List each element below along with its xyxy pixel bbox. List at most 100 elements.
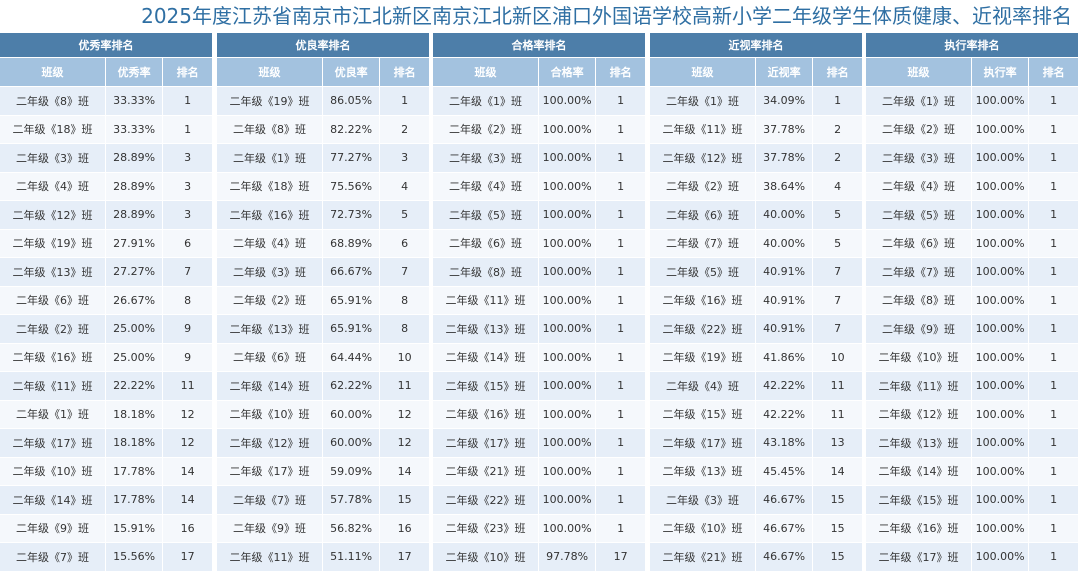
table-row: 二年级《8》班 100.00% 1 (433, 257, 645, 286)
cell-rate: 40.00% (756, 228, 814, 257)
cell-rank: 1 (596, 257, 645, 286)
table-row: 二年级《10》班 46.67% 15 (650, 513, 862, 542)
cell-rank: 15 (813, 485, 862, 514)
cell-rank: 11 (380, 371, 429, 400)
table-row: 二年级《14》班 100.00% 1 (433, 342, 645, 371)
cell-class: 二年级《14》班 (0, 485, 106, 514)
table-row: 二年级《19》班 86.05% 1 (217, 86, 429, 115)
table-row: 二年级《2》班 100.00% 1 (866, 114, 1078, 143)
cell-rate: 100.00% (972, 513, 1030, 542)
cell-class: 二年级《14》班 (433, 342, 539, 371)
cell-rank: 2 (813, 143, 862, 172)
table-row: 二年级《14》班 62.22% 11 (217, 371, 429, 400)
cell-class: 二年级《2》班 (217, 285, 323, 314)
cell-class: 二年级《15》班 (650, 399, 756, 428)
cell-rank: 1 (1029, 228, 1078, 257)
cell-rate: 100.00% (539, 456, 597, 485)
cell-rank: 5 (813, 200, 862, 229)
cell-rate: 65.91% (323, 314, 381, 343)
cell-rate: 100.00% (539, 342, 597, 371)
cell-class: 二年级《17》班 (866, 542, 972, 571)
cell-rate: 46.67% (756, 513, 814, 542)
cell-rate: 100.00% (972, 200, 1030, 229)
cell-rank: 2 (813, 114, 862, 143)
cell-class: 二年级《2》班 (433, 114, 539, 143)
cell-rate: 40.00% (756, 200, 814, 229)
column-header-class: 班级 (217, 58, 323, 86)
cell-rank: 1 (596, 342, 645, 371)
cell-rate: 100.00% (539, 228, 597, 257)
column-header-class: 班级 (433, 58, 539, 86)
page-title: 2025年度江苏省南京市江北新区南京江北新区浦口外国语学校高新小学二年级学生体质… (141, 4, 1072, 28)
cell-class: 二年级《12》班 (0, 200, 106, 229)
cell-rate: 43.18% (756, 428, 814, 457)
cell-rate: 100.00% (539, 171, 597, 200)
cell-rank: 10 (380, 342, 429, 371)
cell-rate: 37.78% (756, 114, 814, 143)
table-row: 二年级《11》班 22.22% 11 (0, 371, 212, 400)
cell-rate: 86.05% (323, 86, 381, 115)
table-row: 二年级《12》班 37.78% 2 (650, 143, 862, 172)
table-row: 二年级《21》班 100.00% 1 (433, 456, 645, 485)
column-header-rate: 执行率 (972, 58, 1030, 86)
cell-class: 二年级《3》班 (866, 143, 972, 172)
table-row: 二年级《7》班 15.56% 17 (0, 542, 212, 571)
cell-rate: 77.27% (323, 143, 381, 172)
cell-class: 二年级《3》班 (433, 143, 539, 172)
cell-rank: 1 (1029, 342, 1078, 371)
cell-rank: 8 (380, 314, 429, 343)
cell-rank: 17 (596, 542, 645, 571)
cell-rate: 100.00% (972, 114, 1030, 143)
cell-rate: 37.78% (756, 143, 814, 172)
cell-rank: 16 (380, 513, 429, 542)
cell-class: 二年级《2》班 (650, 171, 756, 200)
cell-rate: 42.22% (756, 399, 814, 428)
cell-rate: 100.00% (539, 428, 597, 457)
cell-rank: 12 (163, 399, 212, 428)
cell-class: 二年级《4》班 (217, 228, 323, 257)
table-row: 二年级《9》班 15.91% 16 (0, 513, 212, 542)
cell-class: 二年级《13》班 (217, 314, 323, 343)
cell-rate: 46.67% (756, 485, 814, 514)
cell-class: 二年级《7》班 (866, 257, 972, 286)
cell-rank: 1 (163, 86, 212, 115)
cell-rate: 100.00% (972, 228, 1030, 257)
cell-class: 二年级《14》班 (217, 371, 323, 400)
table-row: 二年级《12》班 100.00% 1 (866, 399, 1078, 428)
cell-rank: 13 (813, 428, 862, 457)
table-row: 二年级《1》班 77.27% 3 (217, 143, 429, 172)
table-row: 二年级《8》班 100.00% 1 (866, 285, 1078, 314)
cell-rate: 18.18% (106, 399, 164, 428)
panel-myopia-rate: 近视率排名 班级 近视率 排名 二年级《1》班 34.09% 1 二年级《11》班 37.78%… (650, 33, 862, 572)
cell-class: 二年级《7》班 (650, 228, 756, 257)
column-header-rank: 排名 (163, 58, 212, 86)
cell-rate: 60.00% (323, 399, 381, 428)
table-row: 二年级《16》班 100.00% 1 (433, 399, 645, 428)
column-header-class: 班级 (866, 58, 972, 86)
column-header-class: 班级 (0, 58, 106, 86)
cell-rank: 1 (1029, 428, 1078, 457)
table-row: 二年级《9》班 100.00% 1 (866, 314, 1078, 343)
cell-class: 二年级《12》班 (217, 428, 323, 457)
cell-rank: 14 (163, 485, 212, 514)
cell-rank: 12 (380, 399, 429, 428)
cell-class: 二年级《17》班 (433, 428, 539, 457)
cell-rate: 100.00% (539, 371, 597, 400)
cell-rank: 14 (163, 456, 212, 485)
cell-rate: 100.00% (539, 485, 597, 514)
table-row: 二年级《4》班 42.22% 11 (650, 371, 862, 400)
cell-rank: 1 (1029, 456, 1078, 485)
cell-rate: 46.67% (756, 542, 814, 571)
table-row: 二年级《19》班 27.91% 6 (0, 228, 212, 257)
cell-rate: 100.00% (539, 257, 597, 286)
cell-class: 二年级《4》班 (433, 171, 539, 200)
ranking-tables: 优秀率排名 班级 优秀率 排名 二年级《8》班 33.33% 1 二年级《18》班 33.33%… (0, 33, 1080, 572)
table-row: 二年级《1》班 34.09% 1 (650, 86, 862, 115)
ranking-table: 优秀率排名 班级 优秀率 排名 二年级《8》班 33.33% 1 二年级《18》班 33.33%… (0, 33, 212, 571)
cell-rate: 100.00% (539, 200, 597, 229)
cell-rate: 33.33% (106, 114, 164, 143)
cell-rank: 3 (380, 143, 429, 172)
cell-rank: 1 (596, 485, 645, 514)
cell-rank: 8 (380, 285, 429, 314)
cell-rank: 1 (1029, 143, 1078, 172)
